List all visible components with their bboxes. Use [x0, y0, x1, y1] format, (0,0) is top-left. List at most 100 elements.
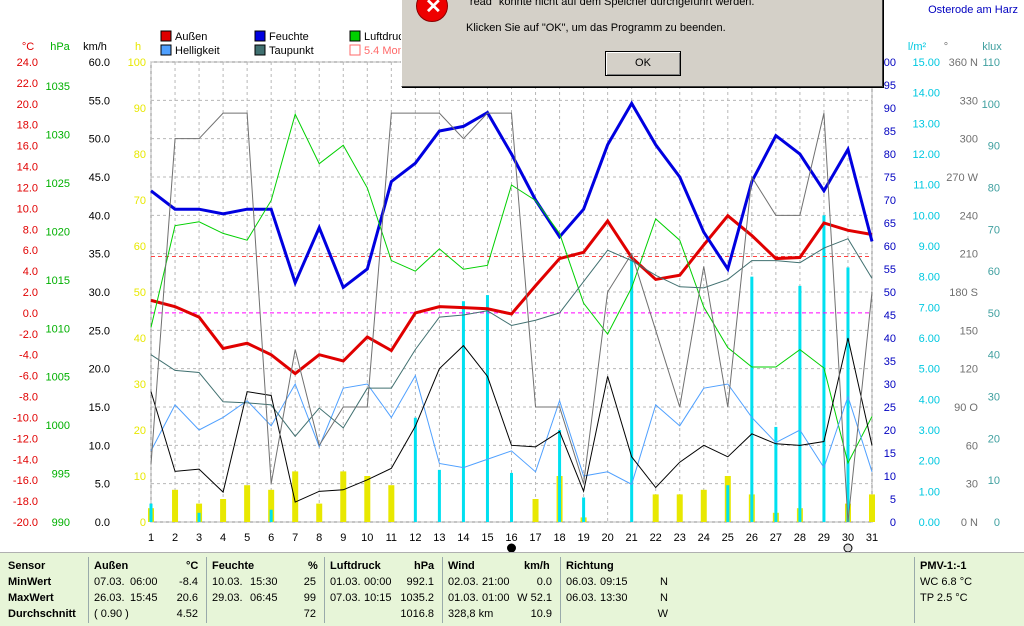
x-tick-label: 18	[553, 532, 565, 544]
x-tick-label: 22	[650, 532, 662, 544]
kmh-tick-label: 55.0	[89, 95, 110, 107]
klux-tick-label: 0	[994, 517, 1000, 529]
hours-tick-label: 90	[134, 103, 146, 115]
stats-cell-a_time: 06:00	[130, 576, 158, 588]
legend-swatch	[254, 30, 266, 42]
x-tick-label: 29	[818, 532, 830, 544]
stats-cell-a_date: 07.03.	[94, 576, 125, 588]
precip-tick-label: 6.00	[919, 333, 940, 345]
precip-tick-label: 15.00	[912, 57, 940, 69]
kmh-tick-label: 50.0	[89, 134, 110, 146]
stats-cell-r_date: 06.03.	[566, 592, 597, 604]
stats-cell-w_val: W 52.1	[517, 592, 552, 604]
legend-swatch	[160, 44, 172, 56]
precip-tick-label: 2.00	[919, 456, 940, 468]
stats-cell-w_date: 02.03.	[448, 576, 479, 588]
hpa-tick-label: 1030	[46, 130, 70, 142]
hours-tick-label: 40	[134, 333, 146, 345]
legend-swatch	[254, 44, 266, 56]
hours-tick-label: 10	[134, 471, 146, 483]
dir-tick-label: 330	[960, 95, 978, 107]
chart-bars	[148, 215, 875, 523]
legend-swatch	[349, 30, 361, 42]
niederschlag-bar	[582, 497, 586, 522]
temp-tick-label: 2.0	[23, 287, 38, 299]
sonnenstunden-bar	[220, 499, 227, 522]
kmh-tick-label: 30.0	[89, 287, 110, 299]
x-tick-label: 16	[505, 532, 517, 544]
klux-tick-label: 50	[988, 308, 1000, 320]
sonnenstunden-bar	[364, 476, 371, 522]
legend-label: Luftdruck	[364, 31, 410, 43]
stats-header-pmv: PMV-1:-1	[920, 560, 967, 572]
stats-cell-l_val: 1035.2	[400, 592, 434, 604]
humidity-tick-label: 50	[884, 287, 896, 299]
sonnenstunden-bar	[676, 494, 683, 522]
niederschlag-bar	[726, 485, 730, 522]
legend-label: 5.4 Mon	[364, 45, 404, 57]
stats-cell-f_val: 99	[303, 592, 316, 604]
temp-tick-label: -16.0	[13, 475, 38, 487]
stats-cell-a_date: 26.03.	[94, 592, 125, 604]
chart-legend: Außen Feuchte Luftdruck Helligkeit Taupunkt 5…	[160, 30, 410, 57]
stats-header-feuchte: Feuchte	[212, 560, 255, 572]
full-moon-icon	[843, 543, 853, 552]
dir-tick-label: 120	[960, 364, 978, 376]
stats-cell-f_val: 25	[303, 576, 316, 588]
temp-tick-label: 20.0	[17, 99, 38, 111]
sonnenstunden-bar	[700, 489, 707, 522]
klux-tick-label: 30	[988, 392, 1000, 404]
sonnenstunden-bar	[292, 471, 299, 522]
niederschlag-bar	[149, 503, 153, 522]
precip-tick-label: 3.00	[919, 425, 940, 437]
humidity-tick-label: 20	[884, 425, 896, 437]
stats-header-richtung: Richtung	[566, 560, 614, 572]
legend-label: Außen	[175, 31, 207, 43]
temp-tick-label: -18.0	[13, 496, 38, 508]
humidity-tick-label: 55	[884, 264, 896, 276]
humidity-tick-label: 75	[884, 172, 896, 184]
temp-tick-label: 10.0	[17, 203, 38, 215]
unit-label-deg: °	[944, 41, 948, 53]
temp-tick-label: 16.0	[17, 141, 38, 153]
humidity-tick-label: 80	[884, 149, 896, 161]
precip-tick-label: 5.00	[919, 364, 940, 376]
dir-tick-label: 60	[966, 440, 978, 452]
stats-cell-l_date: 01.03.	[330, 576, 361, 588]
klux-tick-label: 20	[988, 433, 1000, 445]
temp-tick-label: 0.0	[23, 308, 38, 320]
weather-chart: 24.022.020.018.016.014.012.010.08.06.04.…	[13, 30, 1002, 552]
niederschlag-bar	[269, 509, 273, 522]
legend-label: Helligkeit	[175, 45, 220, 57]
unit-label-precip: l/m²	[908, 41, 927, 53]
hpa-tick-label: 995	[52, 469, 70, 481]
dir-tick-label: 90 O	[954, 402, 978, 414]
dir-tick-label: 210	[960, 249, 978, 261]
x-tick-label: 19	[577, 532, 589, 544]
stats-cell-f_time: 06:45	[250, 592, 278, 604]
x-tick-label: 27	[770, 532, 782, 544]
x-tick-label: 15	[481, 532, 493, 544]
hpa-tick-label: 1020	[46, 226, 70, 238]
stats-cell-pmv: WC 6.8 °C	[920, 576, 973, 588]
humidity-tick-label: 65	[884, 218, 896, 230]
stats-cell-a_val: 20.6	[176, 592, 198, 604]
hpa-tick-label: 1005	[46, 372, 70, 384]
hpa-tick-label: 1025	[46, 178, 70, 190]
dir-tick-label: 300	[960, 134, 978, 146]
humidity-tick-label: 90	[884, 103, 896, 115]
ok-button[interactable]: OK	[605, 51, 681, 76]
niederschlag-bar	[437, 469, 441, 522]
sonnenstunden-bar	[340, 471, 347, 522]
kmh-tick-label: 15.0	[89, 402, 110, 414]
stats-header-wind: Wind	[448, 560, 475, 572]
temp-tick-label: 12.0	[17, 182, 38, 194]
niederschlag-bar	[798, 285, 802, 522]
stats-header-feuchte-unit: %	[308, 560, 318, 572]
hours-tick-label: 70	[134, 195, 146, 207]
niederschlag-bar	[197, 512, 201, 522]
kmh-tick-label: 60.0	[89, 57, 110, 69]
dialog-message-line2: Klicken Sie auf "OK", um das Programm zu…	[466, 22, 726, 34]
temp-tick-label: -14.0	[13, 454, 38, 466]
dir-tick-label: 150	[960, 325, 978, 337]
